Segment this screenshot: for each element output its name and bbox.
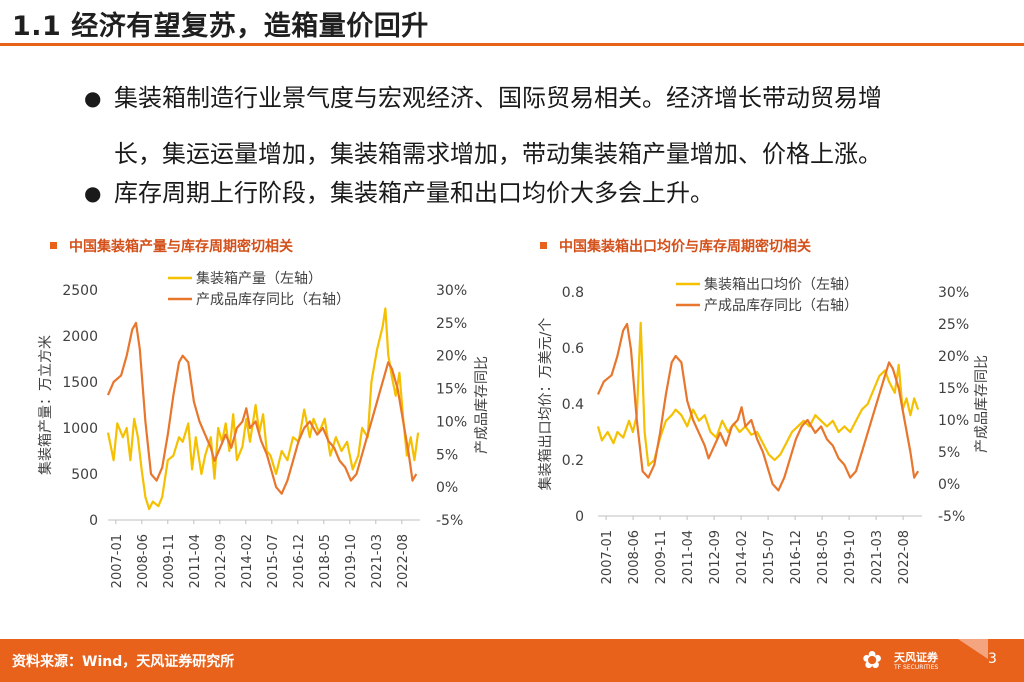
chart-1-series-right-line <box>106 321 418 495</box>
chart-1-x-tick: 2008-06 <box>136 534 151 588</box>
chart-1-x-tick: 2018-05 <box>318 534 333 588</box>
chart-2-y2-tick: 5% <box>938 445 960 461</box>
square-bullet-icon <box>50 241 57 249</box>
chart-2-x-tick: 2007-01 <box>600 530 615 584</box>
chart-2-x-tick: 2021-03 <box>870 530 885 584</box>
footer-source: 资料来源：Wind，天风证券研究所 <box>12 654 235 670</box>
chart-2-y2-tick: 30% <box>938 285 969 301</box>
chart-1-legend-label: 产成品库存同比（右轴） <box>196 292 350 308</box>
chart-1-y-tick: 2500 <box>62 283 98 299</box>
chart-1-x-tick: 2019-10 <box>344 534 359 588</box>
chart-2-y2-tick: 15% <box>938 381 969 397</box>
chart-1-x-tick: 2022-08 <box>396 534 411 588</box>
chart-1-x-tick: 2011-04 <box>188 534 203 588</box>
chart-1-x-tick: 2014-02 <box>240 534 255 588</box>
chart-2-y2-tick: 10% <box>938 413 969 429</box>
chart-2-x-tick: 2014-02 <box>735 530 750 584</box>
chart-2-series-right-line <box>596 322 920 492</box>
chart-1-y-tick: 1500 <box>62 375 98 391</box>
page-title: 1.1 经济有望复苏，造箱量价回升 <box>12 11 429 42</box>
chart-2-x-tick: 2018-05 <box>816 530 831 584</box>
chart-1-y2-tick: 15% <box>436 382 467 398</box>
chart-1-y-tick: 1000 <box>62 421 98 437</box>
chart-1-y2-tick: 0% <box>436 480 458 496</box>
chart-1-x-tick: 2009-11 <box>162 534 177 588</box>
chart-2-y-tick: 0.2 <box>562 453 584 469</box>
chart-2-y2-label: 产成品库存同比 <box>974 355 990 453</box>
chart-1-y-tick: 0 <box>89 513 98 529</box>
chart-2-x-tick: 2011-04 <box>681 530 696 584</box>
chart-1-y2-tick: 20% <box>436 349 467 365</box>
chart-2-legend-label: 产成品库存同比（右轴） <box>704 298 858 314</box>
chart-2-series-left-line <box>596 321 920 467</box>
chart-1-y2-tick: 25% <box>436 316 467 332</box>
chart-2-y-label: 集装箱出口均价：万美元/个 <box>537 318 554 491</box>
bullet-2-line1: 库存周期上行阶段，集装箱产量和出口均价大多会上升。 <box>114 179 714 207</box>
company-logo: ✿ 天风证券 TF SECURITIES <box>862 645 954 677</box>
charts-canvas: 0 500 1000 1500 2000 2500 -5% 0% 5% 10% 15% 20% 25% 3… <box>37 270 990 588</box>
chart-1-y2-tick: -5% <box>436 513 463 529</box>
chart-2-y-tick: 0 <box>575 509 584 525</box>
bullet-1-line2: 长，集运运量增加，集装箱需求增加，带动集装箱产量增加、价格上涨。 <box>114 140 882 168</box>
chart-1-legend-label: 集装箱产量（左轴） <box>196 270 322 287</box>
chart-1-y2-tick: 30% <box>436 283 467 299</box>
chart-2-x-tick: 2022-08 <box>897 530 912 584</box>
chart-2-y2-tick: 25% <box>938 317 969 333</box>
corner-fold <box>958 639 988 659</box>
chart-1-y-label: 集装箱产量：万立方米 <box>37 335 54 475</box>
chart-1-title: 中国集装箱产量与库存周期密切相关 <box>50 236 293 256</box>
bullet-dot-icon: ● <box>84 181 102 205</box>
chart-1-y2-label: 产成品库存同比 <box>474 356 490 454</box>
bullet-dot-icon: ● <box>84 86 102 110</box>
title-divider <box>0 43 1024 46</box>
chart-2-x-tick: 2009-11 <box>654 530 669 584</box>
chart-2-title-text: 中国集装箱出口均价与库存周期密切相关 <box>559 239 811 255</box>
chart-2-x-tick: 2012-09 <box>708 530 723 584</box>
chart-1-series-left-line <box>106 307 420 511</box>
chart-1-y2-tick: 10% <box>436 414 467 430</box>
chart-2-x-tick: 2019-10 <box>843 530 858 584</box>
logo-cn: 天风证券 <box>894 651 938 664</box>
chart-2-legend-label: 集装箱出口均价（左轴） <box>704 276 858 293</box>
chart-2-x-tick: 2015-07 <box>762 530 777 584</box>
square-bullet-icon <box>540 241 547 249</box>
bullet-1-line1: 集装箱制造行业景气度与宏观经济、国际贸易相关。经济增长带动贸易增 <box>114 84 882 112</box>
chart-1-title-text: 中国集装箱产量与库存周期密切相关 <box>69 239 293 255</box>
chart-2-title: 中国集装箱出口均价与库存周期密切相关 <box>540 236 811 256</box>
logo-en: TF SECURITIES <box>894 664 939 671</box>
chart-2-y-tick: 0.8 <box>562 285 584 301</box>
footer-bar: 资料来源：Wind，天风证券研究所 ✿ 天风证券 TF SECURITIES 3 <box>0 639 1024 682</box>
chart-2-x-tick: 2008-06 <box>627 530 642 584</box>
chart-1-y-tick: 2000 <box>62 329 98 345</box>
chart-2-y2-tick: 0% <box>938 477 960 493</box>
chart-1-x-tick: 2015-07 <box>266 534 281 588</box>
chart-2-y2-tick: -5% <box>938 509 965 525</box>
chart-1-x-tick: 2012-09 <box>214 534 229 588</box>
chart-2-y-tick: 0.4 <box>562 397 584 413</box>
chart-1-y-tick: 500 <box>71 467 98 483</box>
chart-1-x-tick: 2021-03 <box>370 534 385 588</box>
chart-2-y2-tick: 20% <box>938 349 969 365</box>
chart-1-x-tick: 2007-01 <box>110 534 125 588</box>
chart-2-y-tick: 0.6 <box>562 341 584 357</box>
chart-1-y2-tick: 5% <box>436 447 458 463</box>
page-number: 3 <box>988 651 997 667</box>
flower-logo-icon: ✿ <box>862 646 883 674</box>
chart-1-x-tick: 2016-12 <box>292 534 307 588</box>
chart-2-x-tick: 2016-12 <box>789 530 804 584</box>
